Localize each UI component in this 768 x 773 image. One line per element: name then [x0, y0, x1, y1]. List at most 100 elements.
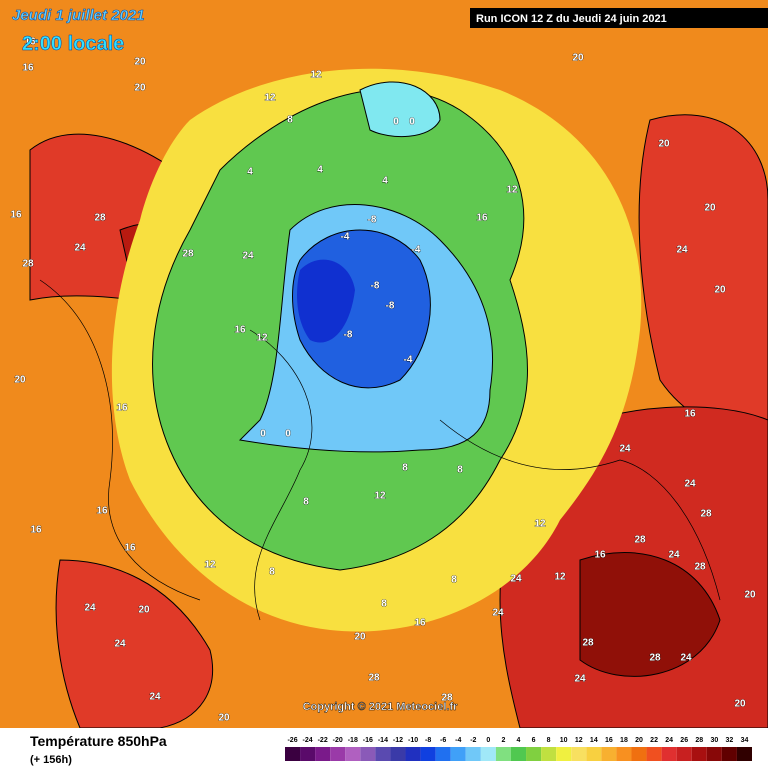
legend-swatch — [375, 747, 391, 761]
contour-label: 28 — [649, 653, 661, 664]
contour-label: -8 — [386, 301, 395, 312]
contour-label: 8 — [287, 115, 293, 126]
contour-label: 16 — [234, 325, 246, 336]
contour-label: 16 — [594, 550, 606, 561]
legend-label: -10 — [408, 737, 418, 744]
contour-label: 28 — [441, 693, 453, 704]
legend-label: 30 — [710, 737, 718, 744]
contour-labels: 16 16 20 20 16 28 24 28 28 24 16 12 20 16 16 16 16 24 20 24… — [10, 36, 756, 724]
contour-label: 0 — [260, 429, 266, 440]
contour-label: 28 — [368, 673, 380, 684]
legend-label: -4 — [455, 737, 461, 744]
contour-label: -4 — [412, 245, 421, 256]
legend-swatch — [721, 747, 737, 761]
legend-swatch — [556, 747, 572, 761]
contour-label: 12 — [264, 93, 276, 104]
footer-title: Température 850hPa — [30, 733, 167, 749]
legend-label: 20 — [635, 737, 643, 744]
legend-swatch — [360, 747, 376, 761]
legend-swatch — [571, 747, 587, 761]
contour-label: 12 — [204, 560, 216, 571]
contour-label: 20 — [14, 375, 26, 386]
contour-label: 16 — [30, 525, 42, 536]
contour-label: 16 — [476, 213, 488, 224]
contour-label: 12 — [310, 70, 322, 81]
legend-label: 14 — [590, 737, 598, 744]
contour-label: 16 — [24, 37, 36, 48]
contour-label: 28 — [694, 562, 706, 573]
contour-label: 20 — [658, 139, 670, 150]
legend-swatch — [495, 747, 511, 761]
legend-label: -24 — [303, 737, 313, 744]
legend-swatch — [526, 747, 542, 761]
legend-label: -12 — [393, 737, 403, 744]
contour-label: 0 — [285, 429, 291, 440]
contour-label: 20 — [572, 53, 584, 64]
legend-label: -6 — [440, 737, 446, 744]
legend-label: -8 — [425, 737, 431, 744]
legend-swatch — [345, 747, 361, 761]
footer-lead: (+ 156h) — [30, 754, 72, 766]
legend-swatch — [691, 747, 707, 761]
legend-swatch — [631, 747, 647, 761]
contour-label: 12 — [534, 519, 546, 530]
legend-swatch — [541, 747, 557, 761]
contour-label: 24 — [676, 245, 688, 256]
legend-swatch — [405, 747, 421, 761]
legend-label: 8 — [547, 737, 551, 744]
legend-swatch — [676, 747, 692, 761]
legend-label: -18 — [348, 737, 358, 744]
legend-swatch — [510, 747, 527, 761]
contour-label: 16 — [116, 403, 128, 414]
legend-swatch — [435, 747, 451, 761]
run-box — [470, 8, 768, 28]
legend-label: 28 — [695, 737, 703, 744]
contour-label: 20 — [218, 713, 230, 724]
contour-label: 24 — [492, 608, 504, 619]
legend-swatch — [706, 747, 722, 761]
legend-swatch — [390, 747, 406, 761]
contour-label: 24 — [574, 674, 586, 685]
contour-label: 12 — [374, 491, 386, 502]
legend-label: 16 — [605, 737, 613, 744]
legend-label: 4 — [517, 737, 521, 744]
contour-label: 24 — [74, 243, 86, 254]
contour-label: 8 — [269, 567, 275, 578]
contour-label: 20 — [704, 203, 716, 214]
contour-label: 20 — [134, 57, 146, 68]
contour-label: 20 — [134, 83, 146, 94]
color-legend: -26 -24 -22 -20 -18 -16 -14 -12 -10 -8 -6 -4 -2 0 2 4 6 8… — [285, 737, 752, 761]
contour-label: 24 — [149, 692, 161, 703]
contour-label: 4 — [317, 165, 323, 176]
legend-label: 0 — [486, 737, 490, 744]
legend-label: 10 — [560, 737, 568, 744]
contour-label: 28 — [634, 535, 646, 546]
legend-swatch — [420, 747, 436, 761]
contour-label: 20 — [354, 632, 366, 643]
legend-label: -16 — [363, 737, 373, 744]
contour-label: 24 — [242, 251, 254, 262]
legend-label: 12 — [575, 737, 583, 744]
contour-label: 20 — [744, 590, 756, 601]
legend-swatch — [646, 747, 662, 761]
contour-label: 24 — [684, 479, 696, 490]
legend-swatch — [601, 747, 617, 761]
contour-label: 8 — [402, 463, 408, 474]
contour-label: 0 — [409, 117, 415, 128]
contour-label: 4 — [247, 167, 253, 178]
legend-label: -22 — [318, 737, 328, 744]
contour-label: 16 — [96, 506, 108, 517]
legend-swatch — [465, 747, 481, 761]
contour-label: 4 — [382, 176, 388, 187]
legend-label: 34 — [741, 737, 749, 744]
date: Jeudi 1 juillet 2021 — [12, 7, 145, 24]
legend-swatch — [661, 747, 677, 761]
local-time: 2:00 locale — [22, 33, 124, 55]
run-info: Run ICON 12 Z du Jeudi 24 juin 2021 — [476, 13, 667, 25]
contour-label: 28 — [700, 509, 712, 520]
legend-swatch — [480, 747, 496, 761]
legend-swatch — [450, 747, 466, 761]
contour-label: 20 — [734, 699, 746, 710]
contour-label: 8 — [303, 497, 309, 508]
